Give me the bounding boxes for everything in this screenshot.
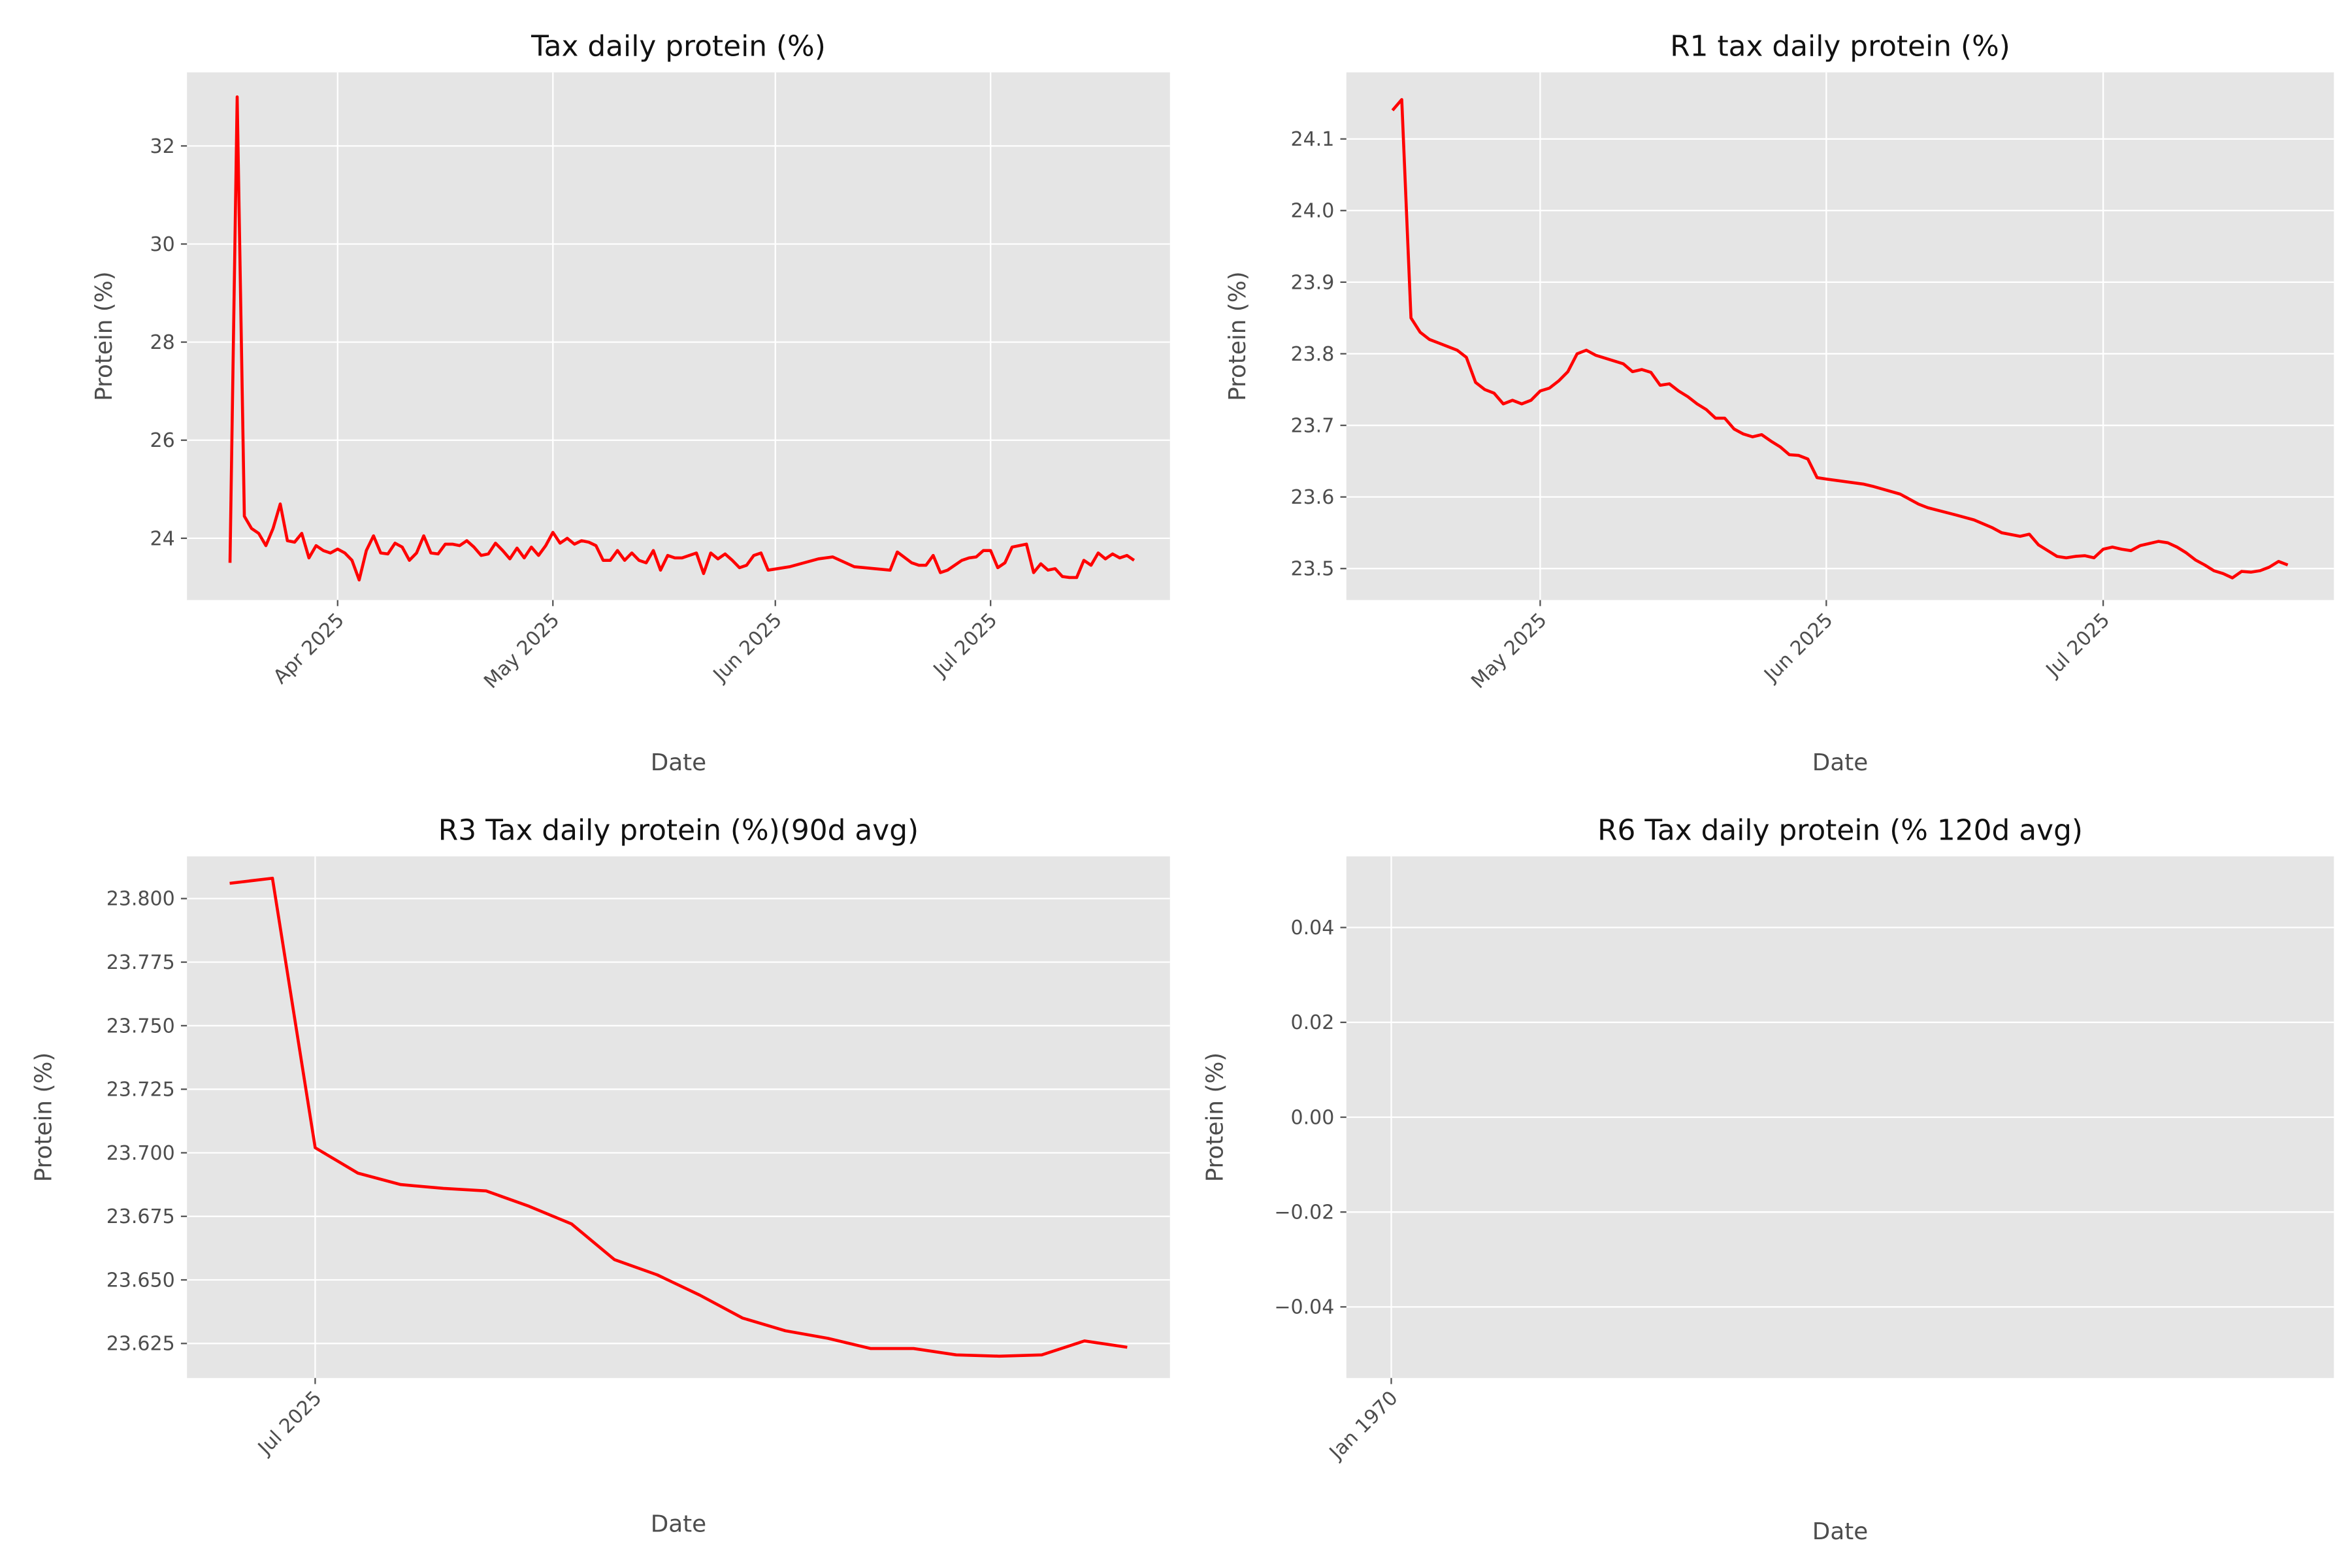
y-tick-label: 0.04 xyxy=(1291,917,1335,939)
y-tick-label: 23.675 xyxy=(106,1205,175,1228)
x-axis-label: Date xyxy=(1812,1518,1868,1545)
chart-title: Tax daily protein (%) xyxy=(531,29,826,63)
y-tick-label: 23.650 xyxy=(106,1269,175,1292)
y-tick-label: 23.800 xyxy=(106,888,175,911)
subplot: 23.625 23.650 23.675 23.700 23.725 23.750 23.7… xyxy=(30,813,1170,1538)
data-line xyxy=(229,876,1128,1358)
y-tick-label: 23.7 xyxy=(1291,414,1335,437)
chart-title: R6 Tax daily protein (% 120d avg) xyxy=(1597,813,2083,847)
y-tick-label: 23.5 xyxy=(1291,558,1335,581)
data-line xyxy=(1391,98,2289,580)
x-axis-label: Date xyxy=(651,749,706,776)
y-tick-label: 32 xyxy=(150,135,175,158)
y-tick-label: 23.625 xyxy=(106,1333,175,1356)
y-tick-label: 23.700 xyxy=(106,1142,175,1165)
y-tick-label: 24.0 xyxy=(1291,200,1335,223)
plot-area xyxy=(187,72,1170,600)
y-tick-label: −0.04 xyxy=(1274,1296,1334,1319)
y-tick-label: 23.6 xyxy=(1291,486,1335,509)
y-tick-label: 24 xyxy=(150,527,175,550)
y-tick-label: 23.8 xyxy=(1291,343,1335,366)
y-tick-label: 28 xyxy=(150,331,175,354)
x-axis-label: Date xyxy=(651,1511,706,1538)
y-axis-label: Protein (%) xyxy=(91,271,118,401)
y-axis-label: Protein (%) xyxy=(1224,271,1251,401)
y-axis-label: Protein (%) xyxy=(1202,1053,1229,1183)
chart-title: R3 Tax daily protein (%)(90d avg) xyxy=(438,813,919,847)
y-tick-label: 0.00 xyxy=(1291,1106,1335,1129)
x-axis-label: Date xyxy=(1812,749,1868,776)
y-tick-label: 23.750 xyxy=(106,1015,175,1037)
y-tick-label: 23.9 xyxy=(1291,271,1335,294)
y-tick-label: −0.02 xyxy=(1274,1201,1334,1224)
y-axis-label: Protein (%) xyxy=(30,1053,57,1183)
y-tick-label: 0.02 xyxy=(1291,1011,1335,1034)
data-line xyxy=(228,95,1135,581)
y-tick-label: 30 xyxy=(150,233,175,256)
plot-area xyxy=(187,856,1170,1379)
y-tick-label: 23.775 xyxy=(106,951,175,974)
y-tick-label: 23.725 xyxy=(106,1079,175,1102)
chart-title: R1 tax daily protein (%) xyxy=(1670,29,2010,63)
y-tick-label: 26 xyxy=(150,429,175,452)
plot-area xyxy=(1346,72,2334,600)
y-tick-label: 24.1 xyxy=(1291,128,1335,151)
